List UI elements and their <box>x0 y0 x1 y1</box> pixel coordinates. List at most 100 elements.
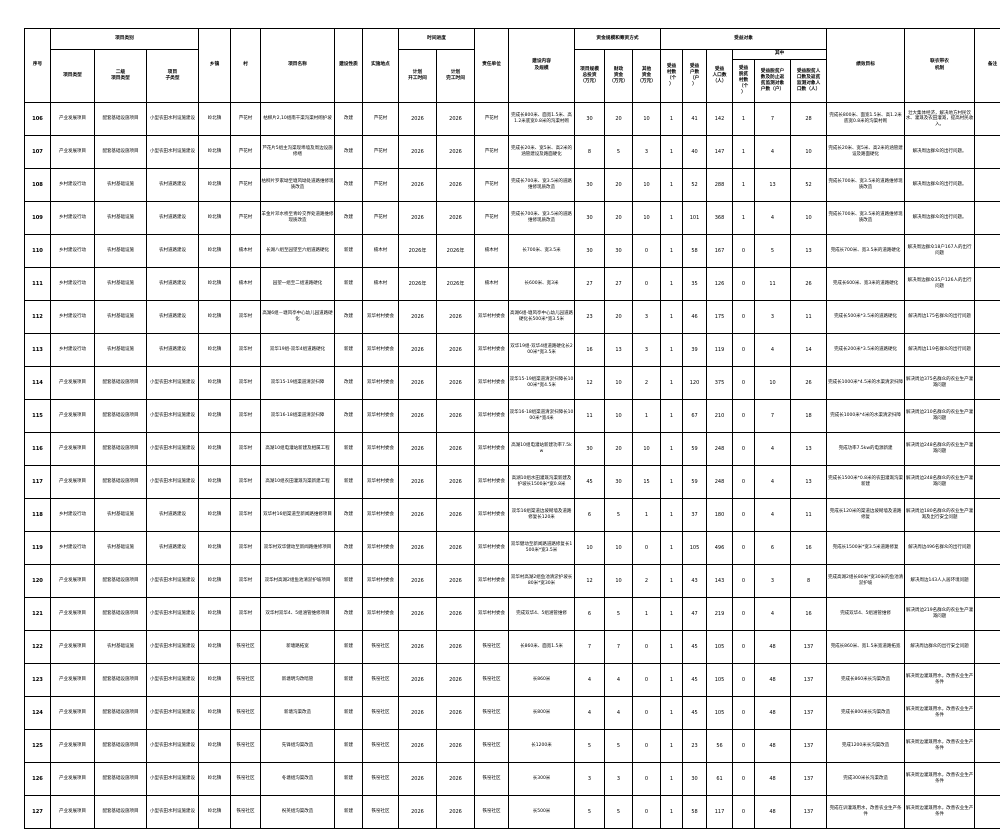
cell-planned-end: 2026 <box>437 103 475 136</box>
cell-beneficiary-villages: 1 <box>661 268 683 301</box>
cell-farmer-linkage: 解决周边群众的出行问题。 <box>905 202 975 235</box>
cell-total-investment: 16 <box>575 334 605 367</box>
cell-benefit-poor-population: 26 <box>791 367 827 400</box>
cell-responsible-unit: 双华村村委会 <box>475 499 509 532</box>
cell-other-funds: 1 <box>633 400 661 433</box>
cell-planned-end: 2026 <box>437 367 475 400</box>
cell-project-name: 先锋组沟渠改造 <box>261 730 335 763</box>
cell-fiscal-funds: 20 <box>605 433 633 466</box>
cell-township: 岭北镇 <box>199 367 231 400</box>
cell-village: 双华村 <box>231 532 261 565</box>
cell-benefit-poor-villages: 0 <box>733 631 755 664</box>
cell-benefit-poor-population: 8 <box>791 565 827 598</box>
cell-construction-nature: 改建 <box>335 301 363 334</box>
cell-beneficiary-households: 45 <box>683 664 707 697</box>
cell-project-type2: 配套基础设施项目 <box>95 367 147 400</box>
cell-fiscal-funds: 13 <box>605 334 633 367</box>
header-beneficiary-villages: 受益 村数 （个 ） <box>661 50 683 103</box>
cell-planned-start: 2026 <box>399 136 437 169</box>
cell-remarks <box>975 103 1000 136</box>
cell-beneficiary-households: 52 <box>683 169 707 202</box>
cell-benefit-poor-villages: 1 <box>733 202 755 235</box>
cell-beneficiary-population: 248 <box>707 433 733 466</box>
cell-benefit-poor-villages: 0 <box>733 235 755 268</box>
cell-construction-nature: 改建 <box>335 136 363 169</box>
cell-beneficiary-households: 58 <box>683 235 707 268</box>
cell-construction-nature: 新建 <box>335 466 363 499</box>
cell-benefit-poor-population: 52 <box>791 169 827 202</box>
cell-responsible-unit: 双华村村委会 <box>475 400 509 433</box>
cell-beneficiary-households: 46 <box>683 301 707 334</box>
cell-project-type: 产业发展项目 <box>51 598 95 631</box>
cell-beneficiary-villages: 1 <box>661 664 683 697</box>
cell-township: 岭北镇 <box>199 103 231 136</box>
cell-remarks <box>975 565 1000 598</box>
cell-construction-content: 完成长20米、宽5米、高2米的涵管建设及路面硬化 <box>509 136 575 169</box>
cell-implementation-site: 双华村村委会 <box>363 565 399 598</box>
cell-benefit-poor-households: 7 <box>755 103 791 136</box>
cell-project-subtype: 小型农田水利设施建设 <box>147 664 199 697</box>
cell-responsible-unit: 双华村村委会 <box>475 334 509 367</box>
cell-village: 铁窑社区 <box>231 796 261 829</box>
cell-implementation-site: 芦花村 <box>363 136 399 169</box>
cell-project-type: 乡村建设行动 <box>51 334 95 367</box>
cell-seq: 112 <box>25 301 51 334</box>
cell-beneficiary-population: 219 <box>707 598 733 631</box>
cell-implementation-site: 双华村村委会 <box>363 334 399 367</box>
cell-seq: 120 <box>25 565 51 598</box>
cell-project-type: 乡村建设行动 <box>51 532 95 565</box>
cell-beneficiary-households: 59 <box>683 466 707 499</box>
cell-planned-start: 2026年 <box>399 235 437 268</box>
cell-seq: 122 <box>25 631 51 664</box>
cell-benefit-poor-population: 11 <box>791 499 827 532</box>
header-village: 村 <box>231 29 261 103</box>
cell-seq: 126 <box>25 763 51 796</box>
cell-project-name: 双华16-18组渠道清淤扫障 <box>261 400 335 433</box>
cell-construction-content: 高湖10组电灌站新建功率7.5kw <box>509 433 575 466</box>
cell-beneficiary-villages: 1 <box>661 169 683 202</box>
cell-project-type: 产业发展项目 <box>51 763 95 796</box>
cell-benefit-poor-villages: 0 <box>733 697 755 730</box>
cell-farmer-linkage: 解决周边群众的出行安全问题 <box>905 631 975 664</box>
cell-project-subtype: 小型农田水利设施建设 <box>147 697 199 730</box>
cell-benefit-poor-population: 11 <box>791 301 827 334</box>
cell-project-subtype: 小型农田水利设施建设 <box>147 433 199 466</box>
cell-construction-content: 长700米、宽3.5米 <box>509 235 575 268</box>
cell-performance-target: 完成长500米*3.5米的道路硬化 <box>827 301 905 334</box>
cell-construction-content: 长1200米 <box>509 730 575 763</box>
cell-planned-end: 2026 <box>437 730 475 763</box>
cell-beneficiary-population: 119 <box>707 334 733 367</box>
cell-project-type: 乡村建设行动 <box>51 235 95 268</box>
cell-farmer-linkage: 解决周边群众18户167人的出行问题 <box>905 235 975 268</box>
header-performance-target: 绩效目标 <box>827 29 905 103</box>
cell-construction-nature: 新建 <box>335 565 363 598</box>
cell-responsible-unit: 双华村村委会 <box>475 433 509 466</box>
cell-performance-target: 完成长700米、宽3.5米的道路维修现质改造 <box>827 202 905 235</box>
cell-project-name: 枯柳片2,10组南干渠沟渠村砌护坡 <box>261 103 335 136</box>
header-benefit-poor-population: 受益脱贫人 口数及返贫 监测对象人 口数（人） <box>791 60 827 103</box>
cell-project-subtype: 小型农田水利设施建设 <box>147 763 199 796</box>
cell-construction-content: 双华村高湖2组鱼池清淤护坡长80米*宽30米 <box>509 565 575 598</box>
cell-benefit-poor-villages: 0 <box>733 433 755 466</box>
cell-construction-content: 长500米 <box>509 796 575 829</box>
cell-other-funds: 0 <box>633 664 661 697</box>
cell-township: 岭北镇 <box>199 202 231 235</box>
cell-benefit-poor-villages: 0 <box>733 664 755 697</box>
cell-planned-start: 2026 <box>399 664 437 697</box>
cell-responsible-unit: 双华村村委会 <box>475 565 509 598</box>
cell-responsible-unit: 双华村村委会 <box>475 532 509 565</box>
cell-planned-start: 2026 <box>399 598 437 631</box>
cell-remarks <box>975 697 1000 730</box>
cell-construction-content: 双华16组渠道边坡砌墙及道路修复长120米 <box>509 499 575 532</box>
cell-beneficiary-population: 288 <box>707 169 733 202</box>
header-planned-end: 计划 完工时间 <box>437 50 475 103</box>
cell-construction-content: 完成长700米、宽3.5米的道路维修现质改造 <box>509 202 575 235</box>
header-farmer-linkage: 联农带农 机制 <box>905 29 975 103</box>
header-benefit-poor-households: 受益脱贫户 数及防止返 贫监测对象 户数（户） <box>755 60 791 103</box>
cell-project-name: 新塘明沟改暗管 <box>261 664 335 697</box>
cell-responsible-unit: 双华村村委会 <box>475 367 509 400</box>
